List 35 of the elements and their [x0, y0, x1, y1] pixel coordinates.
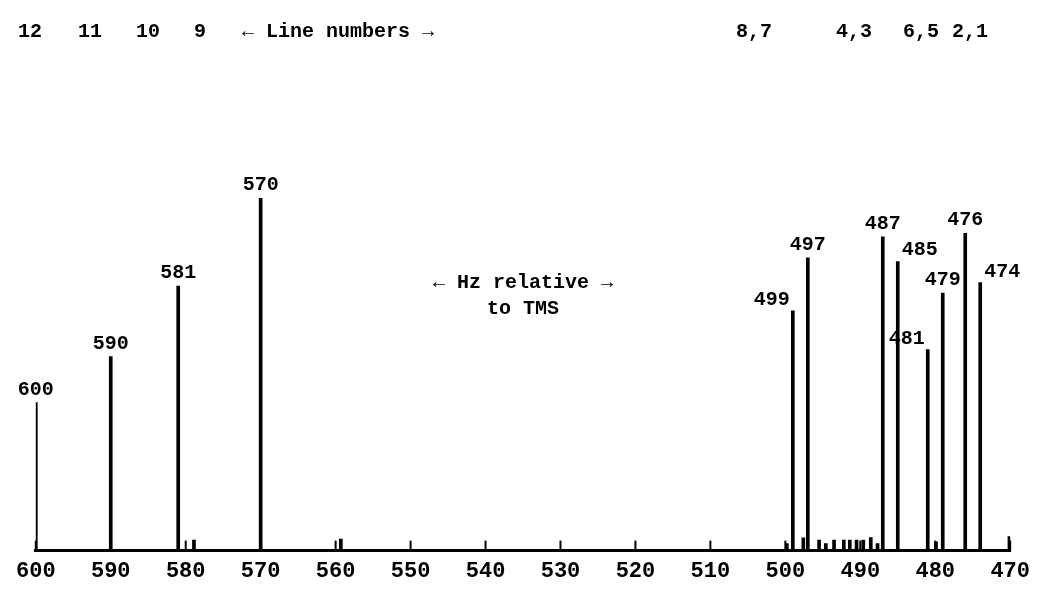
x-tick-label: 530	[540, 559, 581, 585]
annotation: 600	[17, 377, 54, 401]
annotation: 487	[864, 211, 901, 235]
x-tick-label: 590	[90, 559, 131, 585]
annotation: 581	[160, 261, 197, 285]
text: 12	[17, 20, 43, 44]
x-tick-label: 540	[465, 559, 506, 585]
x-tick-label: 580	[165, 559, 206, 585]
text: 2,1	[951, 20, 989, 44]
text: 9	[193, 20, 207, 44]
annotation: 479	[924, 268, 961, 292]
annotation: 485	[901, 238, 938, 262]
annotation: 499	[753, 287, 790, 311]
text: 4,3	[835, 20, 873, 44]
text: ← Line numbers →	[241, 20, 435, 44]
x-tick-label: 600	[16, 559, 56, 585]
x-tick-label: 510	[690, 559, 731, 585]
x-tick-label: 520	[615, 559, 656, 585]
x-tick-label: 500	[765, 559, 806, 585]
x-tick-label: 470	[990, 559, 1030, 585]
annotation: 497	[789, 232, 826, 256]
annotation: 474	[984, 259, 1021, 283]
x-axis-title: ← Hz relative → to TMS	[432, 271, 614, 321]
text: 8,7	[735, 20, 773, 44]
x-tick-label: 490	[840, 559, 881, 585]
x-tick-label: 480	[915, 559, 956, 585]
x-tick-label: 570	[240, 559, 281, 585]
x-tick-label: 550	[390, 559, 431, 585]
annotation: 590	[92, 331, 129, 355]
x-tick-label: 560	[315, 559, 356, 585]
annotation: 476	[947, 208, 984, 232]
text: 11	[77, 20, 103, 44]
text: 10	[135, 20, 161, 44]
text: 6,5	[902, 20, 940, 44]
annotation: 570	[242, 173, 279, 197]
